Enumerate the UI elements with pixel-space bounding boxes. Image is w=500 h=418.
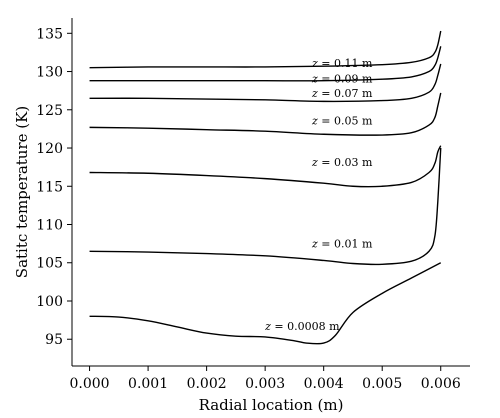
series-label: z = 0.01 m	[311, 238, 373, 251]
axis-ticks: 0.000 0.001 0.002 0.003 0.004 0.005 0.006 95 100…	[36, 26, 461, 392]
axes	[71, 18, 470, 367]
y-tick-label: 110	[36, 218, 63, 234]
y-tick-label: 115	[36, 179, 63, 195]
series-label: z = 0.07 m	[311, 87, 373, 100]
x-tick-label: 0.006	[421, 376, 461, 392]
series-label: z = 0.09 m	[311, 72, 373, 85]
y-tick-label: 105	[36, 256, 63, 272]
series-label: z = 0.11 m	[311, 57, 373, 70]
series-label: z = 0.0008 m	[264, 320, 340, 333]
y-tick-label: 125	[36, 103, 63, 119]
series-labels: z = 0.11 mz = 0.09 mz = 0.07 mz = 0.05 m…	[264, 57, 373, 333]
series-line	[89, 147, 442, 266]
y-tick-label: 120	[36, 141, 63, 157]
y-tick-label: 95	[45, 332, 63, 348]
series-label-value: = 0.05 m	[318, 114, 373, 127]
series-label-variable: z	[311, 114, 318, 127]
x-tick-label: 0.005	[362, 376, 402, 392]
series-label-variable: z	[311, 238, 318, 251]
series-label-value: = 0.07 m	[318, 87, 373, 100]
series-label-value: = 0.11 m	[318, 57, 373, 70]
series-line	[89, 63, 442, 103]
series-label-value: = 0.03 m	[318, 156, 373, 169]
series-line	[89, 30, 442, 69]
series-label-variable: z	[311, 72, 318, 85]
series-line	[89, 262, 442, 345]
series-line	[89, 46, 442, 82]
series-label-variable: z	[264, 320, 271, 333]
x-tick-label: 0.002	[187, 376, 227, 392]
series-lines	[89, 30, 442, 345]
x-tick-label: 0.001	[128, 376, 168, 392]
series-label: z = 0.05 m	[311, 114, 373, 127]
series-line	[89, 145, 442, 188]
y-tick-label: 100	[36, 294, 63, 310]
x-axis-title: Radial location (m)	[199, 396, 344, 414]
series-label-value: = 0.01 m	[318, 238, 373, 251]
x-tick-label: 0.003	[245, 376, 285, 392]
y-tick-label: 135	[36, 26, 63, 42]
series-label: z = 0.03 m	[311, 156, 373, 169]
series-label-variable: z	[311, 57, 318, 70]
x-tick-label: 0.000	[70, 376, 110, 392]
y-tick-label: 130	[36, 65, 63, 81]
series-label-variable: z	[311, 156, 318, 169]
series-label-variable: z	[311, 87, 318, 100]
series-line	[89, 92, 442, 136]
y-axis-title: Satitc temperature (K)	[13, 106, 31, 278]
series-label-value: = 0.0008 m	[271, 320, 340, 333]
x-tick-label: 0.004	[304, 376, 344, 392]
series-label-value: = 0.09 m	[318, 72, 373, 85]
